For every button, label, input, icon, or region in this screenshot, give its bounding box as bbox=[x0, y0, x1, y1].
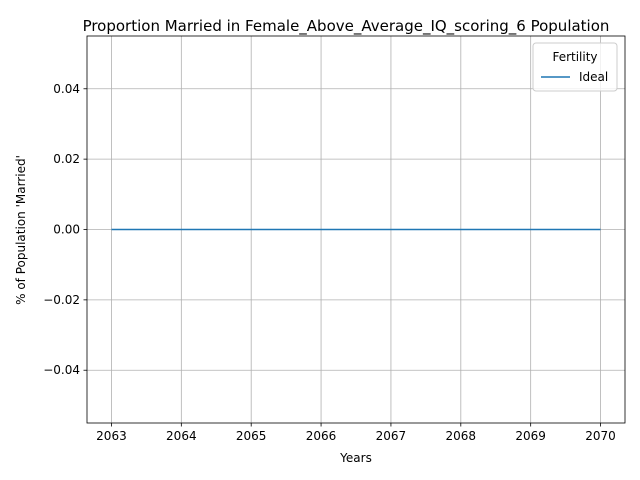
legend-box bbox=[532, 42, 618, 92]
y-axis-label: % of Population 'Married' bbox=[14, 155, 28, 305]
x-axis-ticks: 2063 2064 2065 2066 2067 2068 2069 2070 bbox=[96, 423, 616, 443]
x-tick-label: 2068 bbox=[446, 429, 477, 443]
x-tick-label: 2065 bbox=[236, 429, 267, 443]
y-tick-label: 0.02 bbox=[53, 152, 80, 166]
x-tick-label: 2064 bbox=[166, 429, 197, 443]
x-tick-label: 2069 bbox=[515, 429, 546, 443]
legend-label-ideal: Ideal bbox=[579, 70, 608, 84]
x-tick-label: 2070 bbox=[585, 429, 616, 443]
y-tick-label: −0.02 bbox=[43, 293, 80, 307]
y-axis-ticks: −0.04 −0.02 0.00 0.02 0.04 bbox=[43, 82, 87, 377]
x-axis-label: Years bbox=[339, 451, 372, 465]
x-tick-label: 2063 bbox=[96, 429, 127, 443]
x-tick-label: 2067 bbox=[376, 429, 407, 443]
y-tick-label: −0.04 bbox=[43, 363, 80, 377]
y-tick-label: 0.04 bbox=[53, 82, 80, 96]
y-tick-label: 0.00 bbox=[53, 223, 80, 237]
x-tick-label: 2066 bbox=[306, 429, 337, 443]
legend-title: Fertility bbox=[552, 50, 597, 64]
chart-title: Proportion Married in Female_Above_Avera… bbox=[83, 17, 610, 36]
legend: Fertility Ideal bbox=[532, 42, 618, 92]
